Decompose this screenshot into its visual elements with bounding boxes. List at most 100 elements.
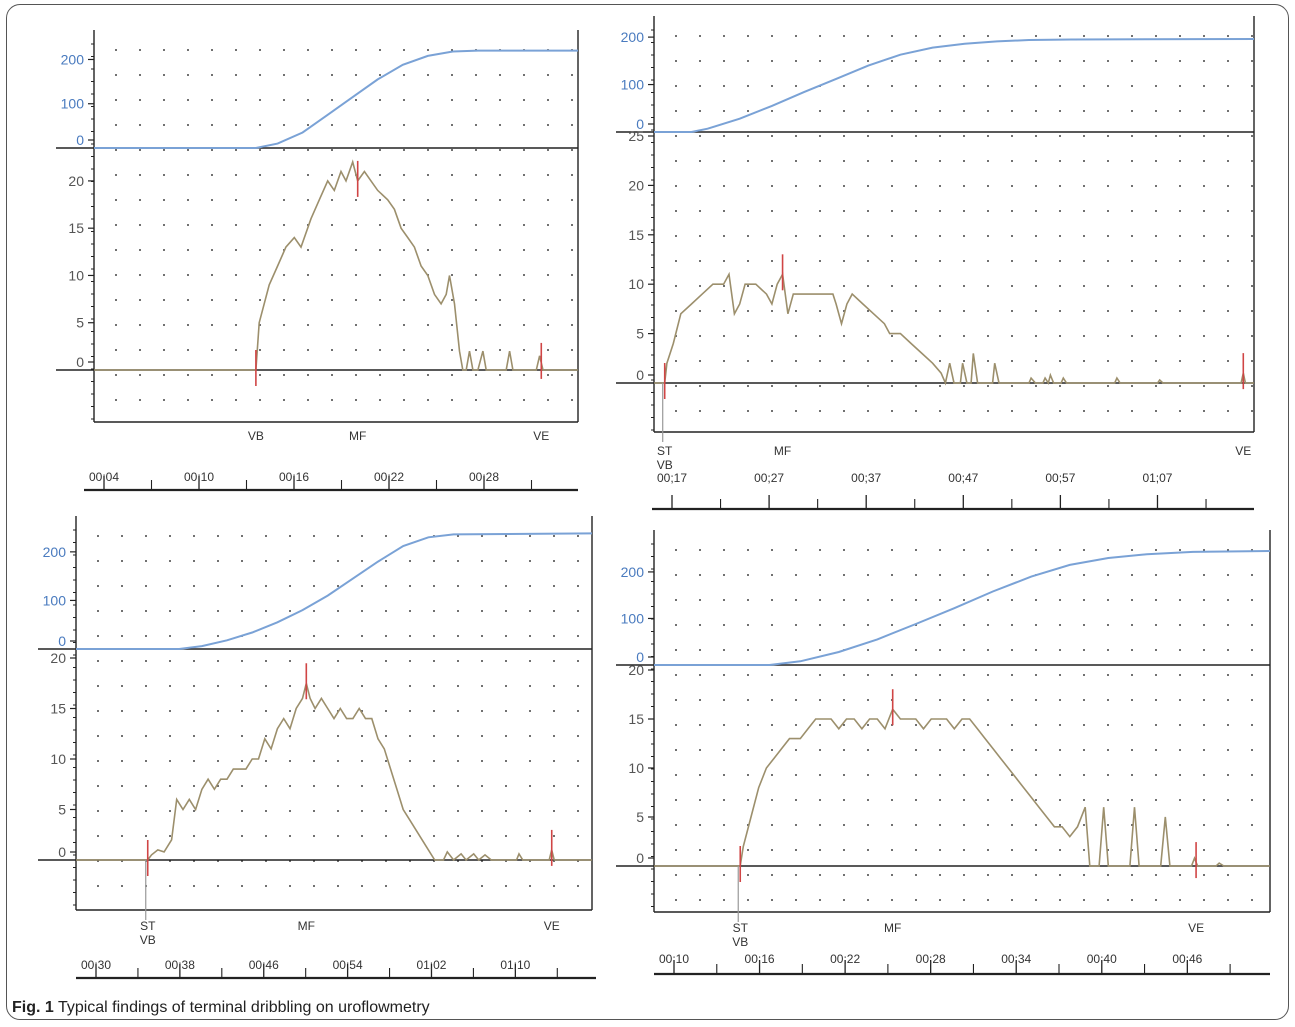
flow-tick-label: 15 <box>628 227 644 243</box>
grid-dot <box>771 549 773 551</box>
flow-tick-label: 10 <box>50 751 66 767</box>
grid-dot <box>193 685 195 687</box>
grid-dot <box>427 249 429 251</box>
grid-dot <box>1011 874 1013 876</box>
grid-dot <box>259 124 261 126</box>
grid-dot <box>771 85 773 87</box>
grid-dot <box>145 535 147 537</box>
grid-dot <box>505 535 507 537</box>
grid-dot <box>699 849 701 851</box>
grid-dot <box>747 574 749 576</box>
grid-dot <box>163 399 165 401</box>
grid-dot <box>939 724 941 726</box>
grid-dot <box>1059 385 1061 387</box>
grid-dot <box>1011 260 1013 262</box>
grid-dot <box>307 399 309 401</box>
grid-dot <box>259 249 261 251</box>
grid-dot <box>361 685 363 687</box>
grid-dot <box>259 399 261 401</box>
grid-dot <box>1107 699 1109 701</box>
grid-dot <box>723 899 725 901</box>
grid-dot <box>843 210 845 212</box>
grid-dot <box>915 549 917 551</box>
grid-dot <box>1227 574 1229 576</box>
grid-dot <box>771 824 773 826</box>
grid-dot <box>115 374 117 376</box>
grid-dot <box>747 85 749 87</box>
grid-dot <box>939 260 941 262</box>
grid-dot <box>963 774 965 776</box>
grid-dot <box>1059 185 1061 187</box>
grid-dot <box>1131 410 1133 412</box>
grid-dot <box>139 199 141 201</box>
grid-dot <box>121 710 123 712</box>
grid-dot <box>1083 260 1085 262</box>
grid-dot <box>163 349 165 351</box>
grid-dot <box>1011 135 1013 137</box>
grid-dot <box>1107 60 1109 62</box>
grid-dot <box>771 385 773 387</box>
grid-dot <box>891 599 893 601</box>
grid-dot <box>307 324 309 326</box>
grid-dot <box>217 610 219 612</box>
grid-dot <box>843 85 845 87</box>
time-tick-label: 00;34 <box>1001 952 1031 966</box>
grid-dot <box>987 210 989 212</box>
grid-dot <box>403 99 405 101</box>
grid-dot <box>867 260 869 262</box>
grid-dot <box>747 849 749 851</box>
grid-dot <box>241 885 243 887</box>
grid-dot <box>819 649 821 651</box>
grid-dot <box>795 899 797 901</box>
grid-dot <box>891 824 893 826</box>
grid-dot <box>963 235 965 237</box>
grid-dot <box>499 174 501 176</box>
grid-dot <box>313 785 315 787</box>
grid-dot <box>577 685 579 687</box>
grid-dot <box>699 674 701 676</box>
grid-dot <box>795 160 797 162</box>
grid-dot <box>169 535 171 537</box>
marker-label: VE <box>544 919 560 933</box>
grid-dot <box>1131 724 1133 726</box>
grid-dot <box>427 349 429 351</box>
grid-dot <box>577 760 579 762</box>
grid-dot <box>355 249 357 251</box>
grid-dot <box>1155 335 1157 337</box>
grid-dot <box>427 199 429 201</box>
grid-dot <box>1203 574 1205 576</box>
grid-dot <box>547 299 549 301</box>
grid-dot <box>409 885 411 887</box>
grid-dot <box>747 624 749 626</box>
grid-dot <box>1203 60 1205 62</box>
grid-dot <box>385 710 387 712</box>
grid-dot <box>499 99 501 101</box>
grid-dot <box>1011 385 1013 387</box>
grid-dot <box>283 199 285 201</box>
grid-dot <box>361 560 363 562</box>
grid-dot <box>145 785 147 787</box>
grid-dot <box>361 585 363 587</box>
grid-dot <box>915 874 917 876</box>
grid-dot <box>963 574 965 576</box>
grid-dot <box>867 235 869 237</box>
grid-dot <box>145 560 147 562</box>
grid-dot <box>289 610 291 612</box>
grid-dot <box>193 785 195 787</box>
grid-dot <box>355 49 357 51</box>
grid-dot <box>313 610 315 612</box>
grid-dot <box>259 199 261 201</box>
grid-dot <box>1155 110 1157 112</box>
grid-dot <box>675 410 677 412</box>
grid-dot <box>819 574 821 576</box>
grid-dot <box>939 749 941 751</box>
grid-dot <box>433 610 435 612</box>
grid-dot <box>723 849 725 851</box>
grid-dot <box>963 749 965 751</box>
grid-dot <box>403 374 405 376</box>
grid-dot <box>553 560 555 562</box>
grid-dot <box>1179 624 1181 626</box>
grid-dot <box>433 660 435 662</box>
grid-dot <box>771 624 773 626</box>
grid-dot <box>427 399 429 401</box>
